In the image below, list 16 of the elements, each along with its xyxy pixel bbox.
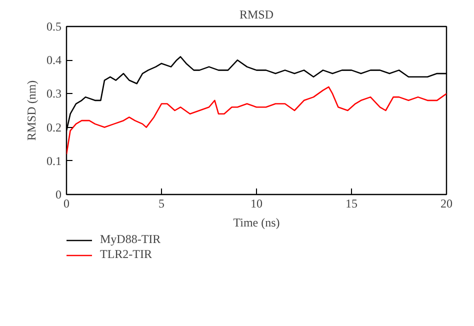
y-axis-title: RMSD (nm)	[24, 80, 38, 141]
y-tick-label: 0.4	[46, 53, 62, 68]
y-tick-label: 0.5	[46, 20, 62, 34]
line-series	[66, 86, 446, 155]
y-tick-label: 0.2	[46, 120, 62, 134]
x-tick-label: 5	[158, 196, 164, 210]
y-tick-label: 0	[56, 188, 62, 202]
x-axis-title: Time (ns)	[233, 216, 280, 230]
chart-title: RMSD	[239, 8, 274, 22]
x-tick-label: 20	[440, 196, 452, 210]
legend-label: TLR2-TIR	[100, 247, 152, 262]
x-tick-label: 10	[250, 196, 262, 210]
y-tick-label: 0.3	[46, 86, 62, 101]
legend-label: MyD88-TIR	[100, 232, 161, 247]
x-tick-label: 15	[346, 196, 358, 210]
y-tick-label: 0.1	[46, 154, 62, 168]
